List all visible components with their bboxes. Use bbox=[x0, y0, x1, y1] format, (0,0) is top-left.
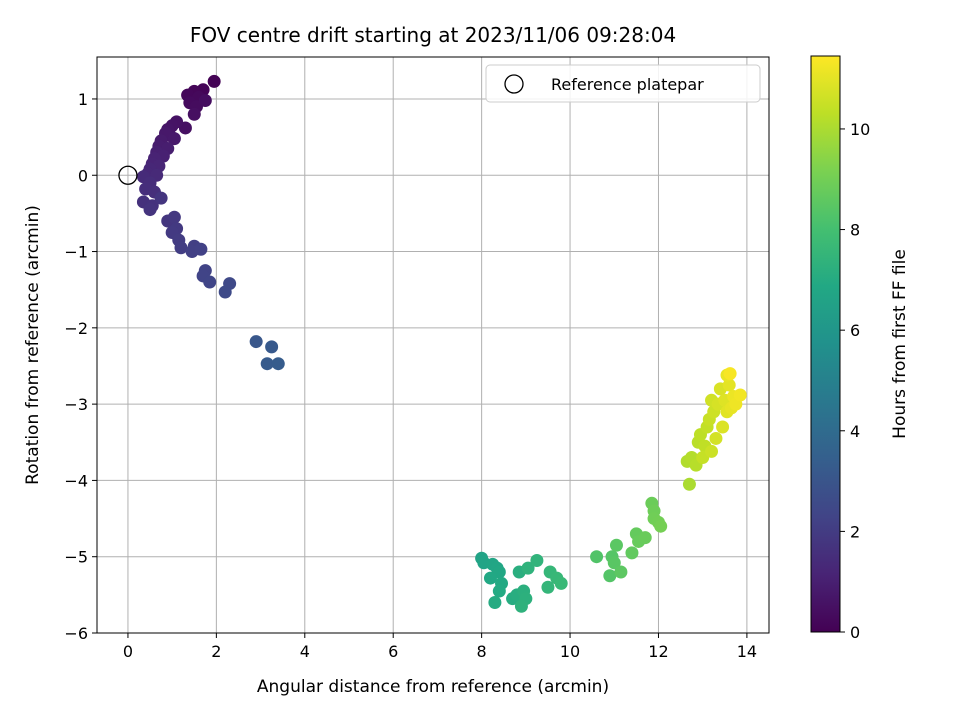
data-point bbox=[554, 576, 568, 590]
x-tick-label: 14 bbox=[737, 642, 757, 661]
colorbar-label: Hours from first FF file bbox=[890, 249, 910, 439]
data-point bbox=[682, 477, 696, 491]
data-point bbox=[614, 565, 628, 579]
legend-box bbox=[485, 64, 761, 103]
y-tick-label: 0 bbox=[78, 166, 88, 185]
x-tick-label: 2 bbox=[211, 642, 221, 661]
data-point bbox=[249, 335, 263, 349]
data-point bbox=[530, 554, 544, 568]
data-points bbox=[136, 74, 747, 613]
y-tick-label: −2 bbox=[64, 319, 88, 338]
data-point bbox=[260, 357, 274, 371]
x-tick-label: 10 bbox=[560, 642, 580, 661]
colorbar-tick-label: 10 bbox=[850, 120, 870, 139]
reference-platepar-marker bbox=[118, 165, 138, 185]
colorbar bbox=[810, 55, 841, 633]
data-point bbox=[271, 357, 285, 371]
data-point bbox=[174, 241, 188, 255]
data-point bbox=[607, 556, 621, 570]
colorbar-tick-label: 6 bbox=[850, 321, 860, 340]
data-point bbox=[492, 584, 506, 598]
data-point bbox=[167, 210, 181, 224]
colorbar-tick-label: 8 bbox=[850, 221, 860, 240]
data-point bbox=[198, 93, 212, 107]
data-point bbox=[590, 550, 604, 564]
data-point bbox=[207, 74, 221, 88]
data-point bbox=[187, 107, 201, 121]
data-point bbox=[143, 203, 157, 217]
data-point bbox=[514, 599, 528, 613]
data-point bbox=[194, 242, 208, 256]
data-point bbox=[722, 378, 736, 392]
colorbar-tick-label: 2 bbox=[850, 522, 860, 541]
data-point bbox=[154, 191, 168, 205]
data-point bbox=[603, 569, 617, 583]
x-axis-ticks: 0 2 4 6 8 10 12 14 bbox=[123, 633, 757, 661]
colorbar-ticks: 0 2 4 6 8 10 bbox=[840, 120, 870, 642]
legend-label: Reference platepar bbox=[551, 75, 704, 94]
colorbar-tick-label: 4 bbox=[850, 422, 860, 441]
y-tick-label: 1 bbox=[78, 90, 88, 109]
data-point bbox=[625, 546, 639, 560]
legend: Reference platepar bbox=[485, 64, 761, 103]
plot-frame bbox=[96, 56, 770, 634]
y-tick-label: −1 bbox=[64, 243, 88, 262]
legend-marker-open-circle bbox=[504, 74, 524, 94]
y-axis-ticks: 1 0 −1 −2 −3 −4 −5 −6 bbox=[64, 90, 97, 643]
y-axis-label: Rotation from reference (arcmin) bbox=[23, 205, 43, 485]
data-point bbox=[218, 285, 232, 299]
y-tick-label: −3 bbox=[64, 395, 88, 414]
data-point bbox=[716, 420, 730, 434]
data-point bbox=[488, 595, 502, 609]
colorbar-tick-label: 0 bbox=[850, 623, 860, 642]
data-point bbox=[541, 580, 555, 594]
grid-lines bbox=[97, 57, 769, 634]
data-point bbox=[654, 519, 668, 533]
data-point bbox=[733, 388, 747, 402]
data-point bbox=[638, 531, 652, 545]
x-tick-label: 4 bbox=[300, 642, 310, 661]
chart-title: FOV centre drift starting at 2023/11/06 … bbox=[190, 23, 676, 47]
data-point bbox=[609, 538, 623, 552]
data-point bbox=[723, 367, 737, 381]
x-tick-label: 0 bbox=[123, 642, 133, 661]
y-tick-label: −6 bbox=[64, 624, 88, 643]
x-tick-label: 8 bbox=[477, 642, 487, 661]
data-point bbox=[265, 340, 279, 354]
plot-area bbox=[97, 57, 769, 633]
data-point bbox=[167, 132, 181, 146]
data-point bbox=[705, 444, 719, 458]
x-axis-label: Angular distance from reference (arcmin) bbox=[257, 677, 609, 697]
y-tick-label: −4 bbox=[64, 471, 88, 490]
data-point bbox=[203, 275, 217, 289]
x-tick-label: 6 bbox=[388, 642, 398, 661]
x-tick-label: 12 bbox=[648, 642, 668, 661]
y-tick-label: −5 bbox=[64, 548, 88, 567]
data-point bbox=[521, 561, 535, 575]
data-point bbox=[483, 571, 497, 585]
data-point bbox=[709, 431, 723, 445]
